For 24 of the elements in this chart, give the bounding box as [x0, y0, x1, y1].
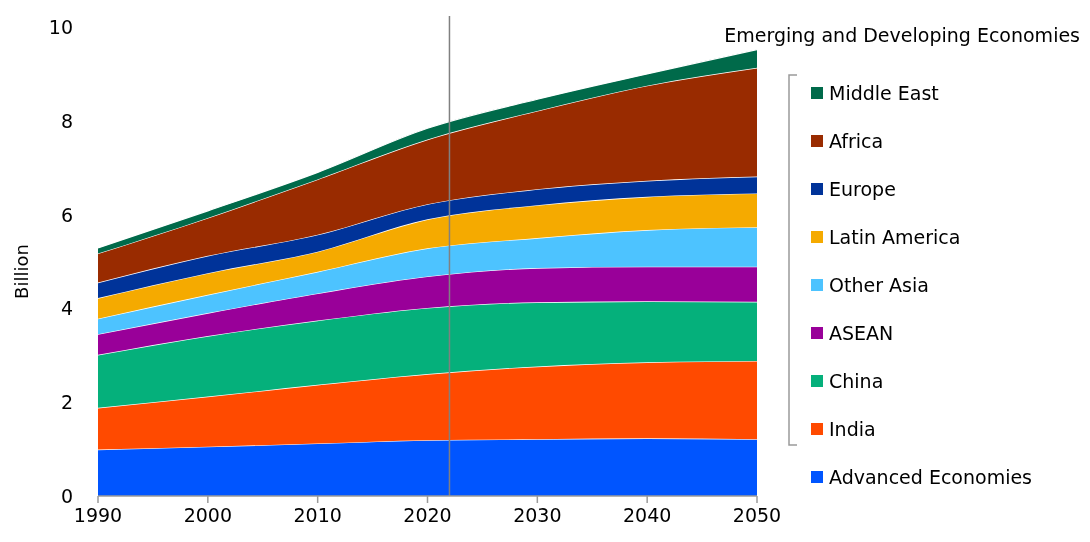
legend-label: Africa: [829, 130, 884, 152]
legend-label: Europe: [829, 178, 896, 200]
y-axis-title: Billion: [11, 244, 32, 299]
y-tick-label: 2: [60, 391, 73, 414]
legend-label: Other Asia: [829, 274, 929, 296]
legend-label: Advanced Economies: [829, 466, 1033, 488]
x-tick-label: 2000: [183, 504, 233, 526]
y-tick-label: 10: [48, 16, 73, 38]
x-tick-label: 2050: [732, 504, 782, 526]
legend-label: China: [829, 370, 884, 392]
legend-label: Latin America: [829, 226, 961, 248]
legend-label: Middle East: [829, 82, 939, 104]
legend-label: ASEAN: [829, 322, 894, 344]
x-tick-label: 2010: [293, 504, 342, 526]
y-tick-label: 8: [60, 109, 73, 132]
x-tick-label: 2030: [513, 504, 562, 526]
x-tick-label: 2020: [403, 504, 452, 526]
legend-label: India: [829, 418, 876, 440]
legend-title: Emerging and Developing Economies: [724, 24, 1080, 46]
x-tick-label: 1990: [73, 504, 123, 526]
y-tick-label: 6: [60, 203, 73, 226]
x-tick-label: 2040: [622, 504, 672, 526]
y-tick-label: 4: [60, 297, 73, 320]
y-tick-label: 0: [60, 485, 73, 507]
